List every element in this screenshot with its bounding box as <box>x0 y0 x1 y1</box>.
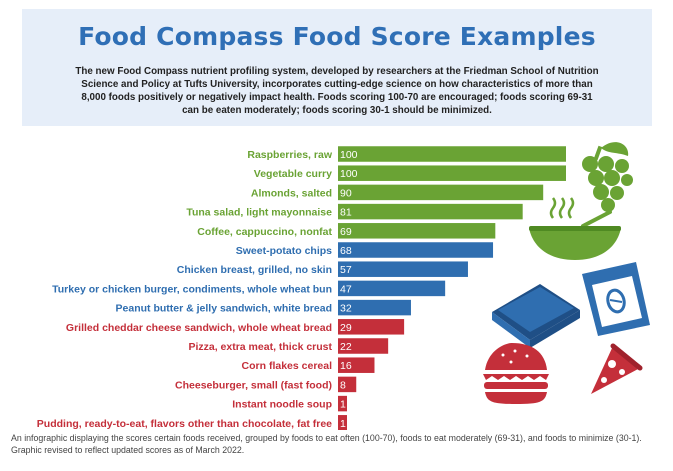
value-label-7: 47 <box>340 283 352 295</box>
value-label-1: 100 <box>340 168 358 180</box>
bar-1 <box>338 165 566 181</box>
sandwich-icon <box>492 284 580 348</box>
bars-layer: Raspberries, raw 100 Vegetable curry 100 Alm… <box>37 146 566 430</box>
header-panel: Food Compass Food Score Examples The new… <box>22 9 652 126</box>
category-label-0: Raspberries, raw <box>247 149 332 161</box>
bar-chart: Raspberries, raw 100 Vegetable curry 100 Alm… <box>37 142 650 430</box>
category-label-11: Corn flakes cereal <box>242 360 333 372</box>
bar-13 <box>338 395 347 412</box>
bar-9 <box>338 319 405 335</box>
category-label-4: Coffee, cappuccino, nonfat <box>197 226 332 238</box>
page-title: Food Compass Food Score Examples <box>78 22 596 51</box>
category-label-2: Almonds, salted <box>251 187 332 199</box>
burger-icon <box>483 343 549 404</box>
bar-5 <box>338 242 494 258</box>
intro-text: The new Food Compass nutrient profiling … <box>75 66 599 116</box>
bar-3 <box>338 203 523 220</box>
category-label-12: Cheeseburger, small (fast food) <box>175 379 332 391</box>
value-label-0: 100 <box>340 149 358 161</box>
value-label-11: 16 <box>340 360 352 372</box>
chip-bag-icon <box>582 262 650 336</box>
bar-12 <box>338 376 357 393</box>
category-label-14: Pudding, ready-to-eat, flavors other tha… <box>37 418 332 430</box>
bar-10 <box>338 338 389 354</box>
value-label-13: 1 <box>340 399 346 411</box>
category-label-1: Vegetable curry <box>254 168 332 180</box>
value-label-2: 90 <box>340 187 352 199</box>
value-label-9: 29 <box>340 322 352 334</box>
bar-8 <box>338 299 411 316</box>
category-label-10: Pizza, extra meat, thick crust <box>188 341 332 353</box>
bar-6 <box>338 261 468 277</box>
value-label-10: 22 <box>340 341 352 353</box>
value-label-6: 57 <box>340 264 352 276</box>
value-label-4: 69 <box>340 226 352 238</box>
bar-2 <box>338 184 544 201</box>
pizza-slice-icon <box>591 343 643 394</box>
bar-0 <box>338 146 566 162</box>
category-label-13: Instant noodle soup <box>232 399 332 411</box>
value-label-8: 32 <box>340 303 352 315</box>
category-label-7: Turkey or chicken burger, condiments, wh… <box>52 283 332 295</box>
category-label-5: Sweet-potato chips <box>236 245 332 257</box>
value-label-3: 81 <box>340 207 352 219</box>
value-label-12: 8 <box>340 379 346 391</box>
figure-caption: An infographic displaying the scores cer… <box>11 433 642 455</box>
bar-14 <box>338 415 347 430</box>
category-label-3: Tuna salad, light mayonnaise <box>186 207 332 219</box>
soup-bowl-icon <box>529 197 621 260</box>
category-label-8: Peanut butter & jelly sandwich, white br… <box>116 303 332 315</box>
bar-7 <box>338 280 446 297</box>
grapes-icon <box>582 142 633 212</box>
value-label-14: 1 <box>340 418 346 430</box>
bar-11 <box>338 357 375 373</box>
category-label-9: Grilled cheddar cheese sandwich, whole w… <box>66 322 332 334</box>
bar-4 <box>338 223 496 239</box>
value-label-5: 68 <box>340 245 352 257</box>
category-label-6: Chicken breast, grilled, no skin <box>177 264 332 276</box>
